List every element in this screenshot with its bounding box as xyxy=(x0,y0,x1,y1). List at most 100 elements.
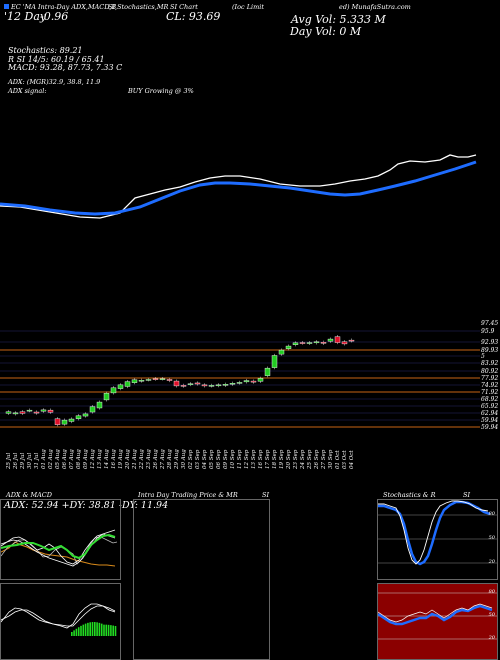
date-tick-label: 04 Oct xyxy=(349,450,355,469)
candle-body xyxy=(285,345,292,349)
date-tick-label: 31 Jul xyxy=(34,452,40,469)
rsi-panel: 80 50 20 xyxy=(377,583,498,660)
price-level: 59.94 xyxy=(481,424,499,431)
candle-body xyxy=(110,387,117,394)
date-tick-label: 27 Aug xyxy=(160,449,166,469)
date-tick-label: 12 Aug xyxy=(90,449,96,469)
price-level: 95.9 xyxy=(481,328,495,335)
candle-body xyxy=(5,411,12,414)
candle-body xyxy=(138,380,145,382)
macd-histogram-bar xyxy=(98,622,101,636)
price-level: 77.92 xyxy=(481,375,499,382)
candle-body xyxy=(68,418,75,422)
date-tick-label: 03 Oct xyxy=(342,450,348,469)
date-tick-label: 30 Jul xyxy=(27,452,33,469)
date-tick-label: 20 Sep xyxy=(286,449,292,469)
candle-body xyxy=(236,382,243,384)
date-tick-label: 19 Aug xyxy=(118,449,124,469)
date-tick-label: 09 Aug xyxy=(83,449,89,469)
date-label: '12 Day xyxy=(4,10,47,23)
date-tick-label: 12 Sep xyxy=(244,449,250,469)
header-tagline-3: SI Chart xyxy=(170,3,198,11)
candle-body xyxy=(215,384,222,387)
stoch-level: 20 xyxy=(488,559,495,565)
date-tick-label: 02 Sep xyxy=(188,449,194,469)
close-label: CL: 93.69 xyxy=(166,10,221,23)
candle-body xyxy=(33,411,40,414)
candle-body xyxy=(278,349,285,355)
candle-body xyxy=(131,379,138,383)
date-tick-label: 06 Sep xyxy=(216,449,222,469)
date-tick-label: 09 Sep xyxy=(223,449,229,469)
date-tick-label: 02 Aug xyxy=(48,449,54,469)
price-level: 83.92 xyxy=(481,360,499,367)
candle-body xyxy=(19,411,26,414)
candle-body xyxy=(166,379,173,381)
date-tick-label: 10 Sep xyxy=(230,449,236,469)
candle-body xyxy=(292,342,299,345)
candle-body xyxy=(124,381,131,387)
legend-square-icon xyxy=(4,4,9,9)
candle-body xyxy=(320,342,327,344)
rsi-level: 80 xyxy=(488,589,495,595)
macd-histogram-bar xyxy=(89,622,91,636)
price-level: 89.93 xyxy=(481,347,499,354)
stoch-title: Stochastics & R xyxy=(383,491,436,499)
stoch-level: 80 xyxy=(488,511,495,517)
header-tagline: EC 'MA Intra-Day ADX,MACD,B xyxy=(11,3,117,11)
adx-readout: ADX: (MGR)32.9, 38.8, 11.9 xyxy=(8,78,101,86)
adx-signal-label: ADX signal: xyxy=(8,87,47,95)
macd-histogram-bar xyxy=(112,625,114,636)
price-level: 74.92 xyxy=(481,382,499,389)
macd-histogram-bar xyxy=(75,628,78,636)
macd-histogram-bar xyxy=(91,622,94,636)
candle-body xyxy=(229,383,236,385)
price-ma-line xyxy=(0,154,477,219)
date-axis: 25 Jul 26 Jul 29 Jul 30 Jul 31 Jul 01 Aug 02 A… xyxy=(0,435,480,480)
date-tick-label: 16 Sep xyxy=(258,449,264,469)
rsi-level: 20 xyxy=(488,635,495,641)
date-tick-label: 28 Aug xyxy=(167,449,173,469)
date-tick-label: 14 Aug xyxy=(104,449,110,469)
candle-body xyxy=(96,401,103,409)
macd-histogram-bar xyxy=(103,624,105,636)
candle-body xyxy=(208,385,215,387)
date-tick-label: 24 Sep xyxy=(300,449,306,469)
macd-histogram-bar xyxy=(80,625,82,636)
macd-histogram-bar xyxy=(87,622,89,636)
candle-body xyxy=(264,367,271,376)
price-level: 5 xyxy=(481,353,485,360)
candle-body xyxy=(299,342,306,344)
adx-macd-title: ADX & MACD xyxy=(6,491,52,499)
macd-histogram-bar xyxy=(82,624,85,636)
date-tick-label: 26 Jul xyxy=(13,452,19,469)
candle-body xyxy=(152,378,159,380)
candle-body xyxy=(194,382,201,385)
macd-histogram-bar xyxy=(114,626,117,636)
candle-body xyxy=(117,384,124,389)
candle-body xyxy=(145,379,152,381)
date-tick-label: 29 Aug xyxy=(174,449,180,469)
date-tick-label: 08 Aug xyxy=(76,449,82,469)
candle-body xyxy=(159,378,166,380)
candle-body xyxy=(222,384,229,386)
date-tick-label: 18 Sep xyxy=(272,449,278,469)
date-tick-label: 06 Aug xyxy=(62,449,68,469)
stochastics-panel: 80 50 20 xyxy=(377,499,498,580)
date-tick-label: 25 Jul xyxy=(6,452,12,469)
candle-body xyxy=(271,355,278,368)
change-value: -0.96 xyxy=(40,10,69,23)
day-vol: Day Vol: 0 M xyxy=(290,25,362,38)
candle-body xyxy=(61,419,68,425)
candle-body xyxy=(187,383,194,385)
date-tick-label: 11 Sep xyxy=(237,449,243,469)
trend-ma-line xyxy=(0,160,477,216)
price-level: 59.94 xyxy=(481,417,499,424)
date-tick-label: 07 Aug xyxy=(69,449,75,469)
date-tick-label: 01 Aug xyxy=(41,449,47,469)
date-tick-label: 22 Aug xyxy=(139,449,145,469)
candle-body xyxy=(12,412,19,415)
macd-readout: MACD: 93.28, 87.73, 7.33 C xyxy=(8,63,123,72)
candle-body xyxy=(306,342,313,344)
price-level: 80.92 xyxy=(481,368,499,375)
